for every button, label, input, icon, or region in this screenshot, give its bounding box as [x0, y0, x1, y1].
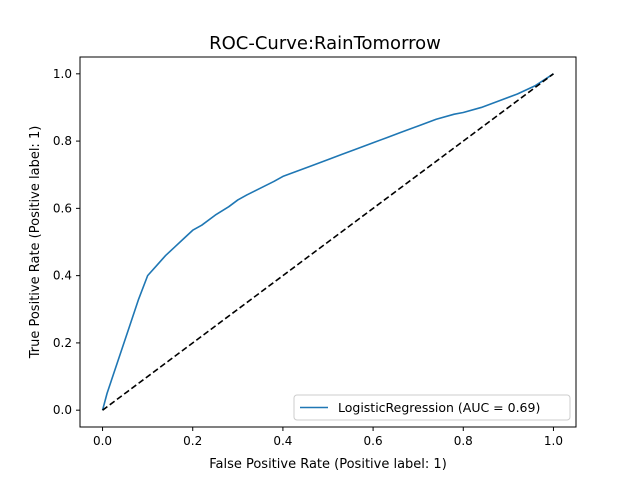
axis-ticks: 0.0 0.2 0.4 0.6 0.8 1.0 0.0 0.2 0.4 0.6 0.8 1.0 [53, 67, 563, 448]
x-tick-label: 0.2 [183, 434, 202, 448]
x-tick-label: 1.0 [544, 434, 563, 448]
y-tick-label: 0.8 [53, 134, 72, 148]
x-tick-label: 0.0 [93, 434, 112, 448]
chart-title: ROC-Curve:RainTomorrow [209, 33, 441, 54]
legend-box [293, 394, 571, 421]
diagonal-reference-line [102, 73, 554, 411]
legend-label: LogisticRegression (AUC = 0.69) [338, 400, 540, 415]
roc-curve-line [101, 73, 554, 411]
y-tick-label: 1.0 [53, 67, 72, 81]
y-tick-label: 0.2 [53, 336, 72, 350]
y-tick-label: 0.0 [53, 403, 72, 417]
x-tick-label: 0.8 [454, 434, 473, 448]
x-axis-label: False Positive Rate (Positive label: 1) [209, 457, 447, 472]
x-tick-label: 0.4 [273, 434, 292, 448]
legend: LogisticRegression (AUC = 0.69) [293, 394, 571, 421]
y-tick-label: 0.4 [53, 269, 72, 283]
series-lines [101, 73, 554, 411]
y-tick-label: 0.6 [53, 201, 72, 215]
y-axis-label: True Positive Rate (Positive label: 1) [28, 126, 43, 360]
axes-frame [79, 56, 577, 428]
x-tick-label: 0.6 [364, 434, 383, 448]
